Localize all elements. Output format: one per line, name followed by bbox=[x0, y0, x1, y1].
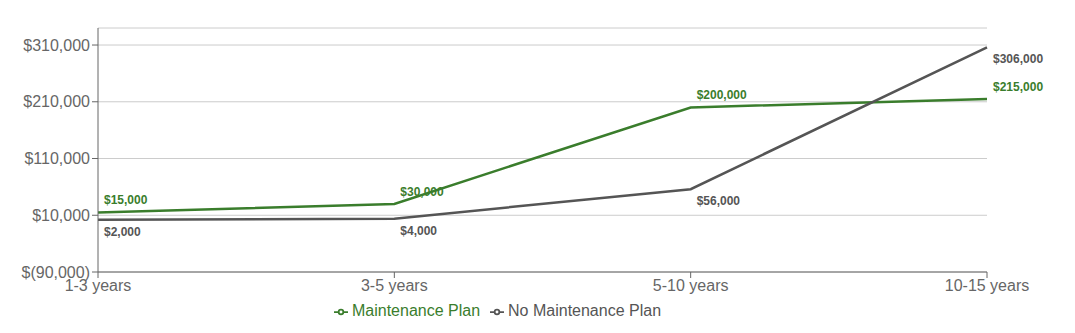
svg-text:$215,000: $215,000 bbox=[993, 80, 1043, 94]
svg-text:$30,000: $30,000 bbox=[400, 185, 444, 199]
html-text:No Maintenance Plan: No Maintenance Plan bbox=[508, 302, 661, 319]
svg-text:3-5 years: 3-5 years bbox=[361, 277, 428, 294]
svg-text:$15,000: $15,000 bbox=[104, 193, 148, 207]
html-text:Maintenance Plan: Maintenance Plan bbox=[352, 302, 480, 319]
svg-text:$10,000: $10,000 bbox=[32, 207, 90, 224]
svg-text:$4,000: $4,000 bbox=[400, 224, 437, 238]
svg-text:$(90,000): $(90,000) bbox=[22, 264, 91, 281]
svg-text:10-15 years: 10-15 years bbox=[945, 277, 1030, 294]
svg-text:$200,000: $200,000 bbox=[697, 88, 747, 102]
svg-text:$2,000: $2,000 bbox=[104, 225, 141, 239]
svg-text:5-10 years: 5-10 years bbox=[653, 277, 729, 294]
svg-text:1-3 years: 1-3 years bbox=[64, 277, 132, 295]
svg-text:$306,000: $306,000 bbox=[993, 52, 1043, 66]
svg-text:$56,000: $56,000 bbox=[697, 194, 741, 208]
svg-text:$110,000: $110,000 bbox=[24, 150, 90, 167]
svg-text:$310,000: $310,000 bbox=[23, 37, 90, 54]
svg-text:$210,000: $210,000 bbox=[23, 93, 90, 110]
